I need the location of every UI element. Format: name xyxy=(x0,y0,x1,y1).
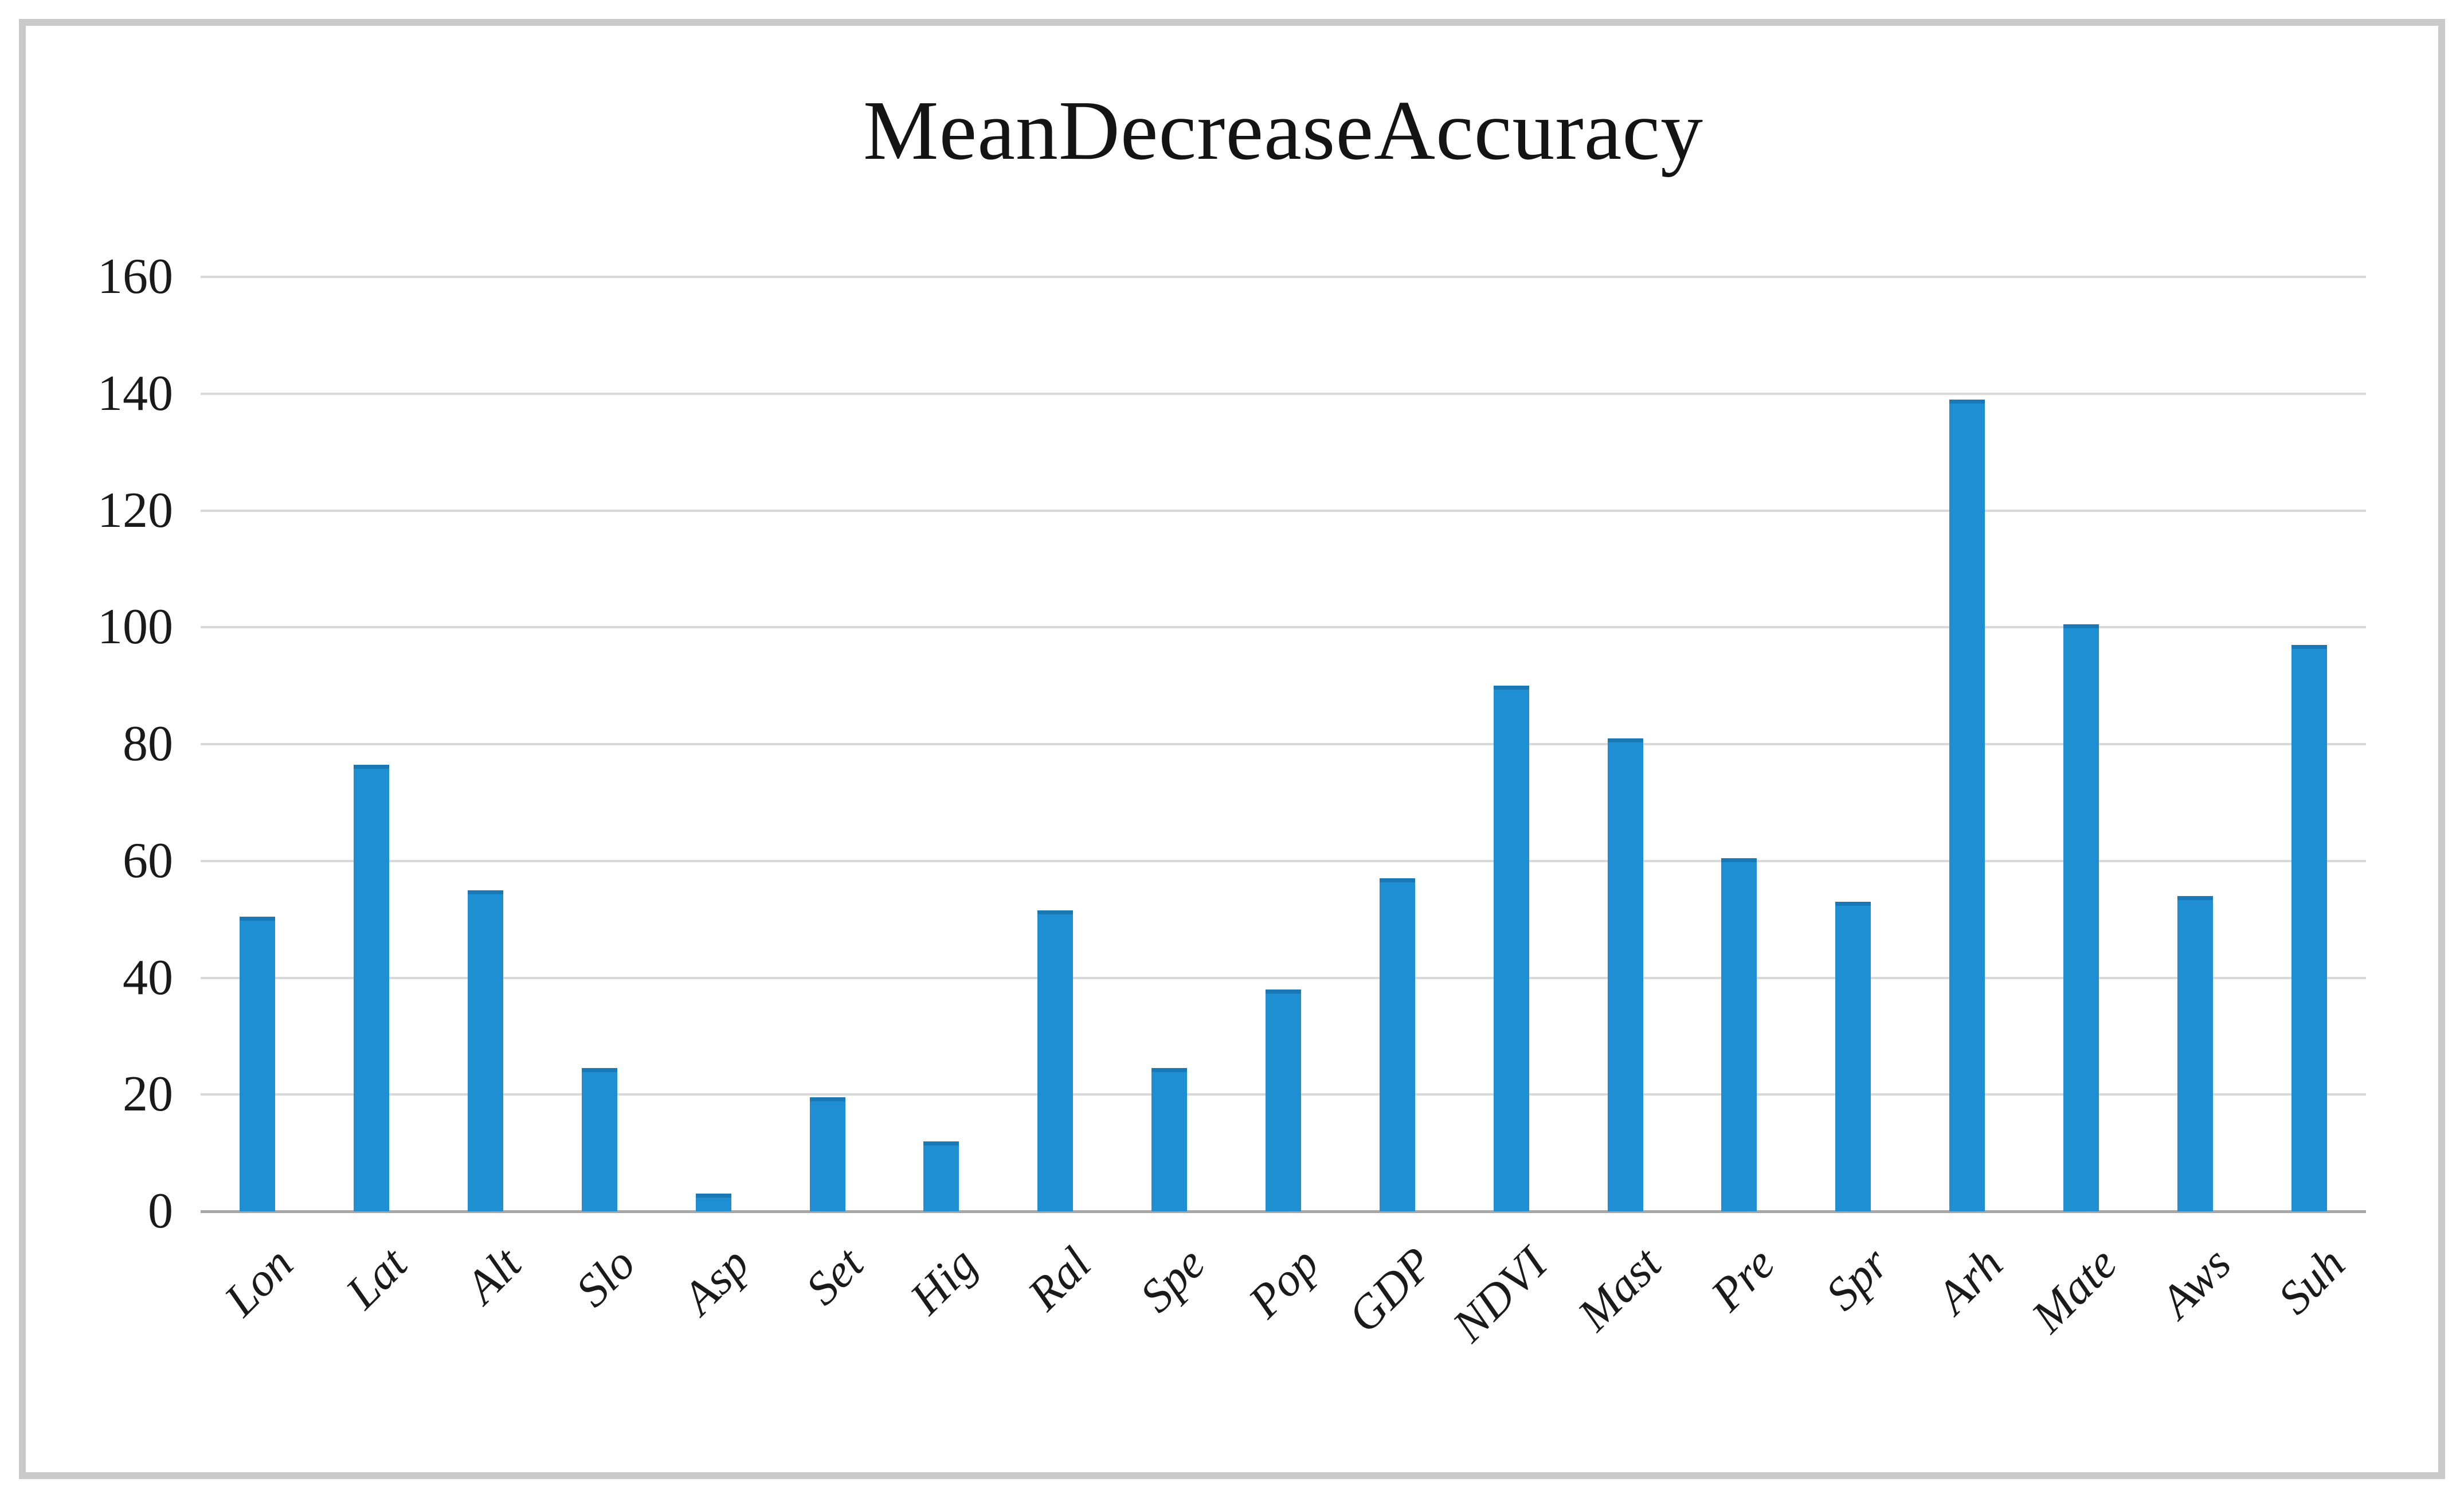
gridline xyxy=(201,743,2366,745)
bar-Ral xyxy=(1037,910,1074,1211)
x-axis-line xyxy=(201,1210,2366,1213)
bar-GDP xyxy=(1379,878,1415,1211)
bar-Lat xyxy=(354,764,390,1211)
bar-Asp xyxy=(695,1194,731,1211)
figure-border-frame xyxy=(19,19,2445,1479)
bar-Set xyxy=(809,1097,845,1211)
y-tick-label: 160 xyxy=(97,249,173,304)
gridline xyxy=(201,392,2366,395)
y-tick-label: 20 xyxy=(123,1066,173,1122)
bar-Arh xyxy=(1949,399,1985,1211)
gridline xyxy=(201,859,2366,862)
bar-Spr xyxy=(1835,902,1871,1211)
bar-Pop xyxy=(1266,989,1301,1211)
y-tick-label: 100 xyxy=(97,599,173,655)
bar-Mast xyxy=(1607,738,1643,1211)
chart-title: MeanDecreaseAccuracy xyxy=(863,84,1704,178)
bar-Alt xyxy=(468,890,504,1211)
y-tick-label: 60 xyxy=(123,832,173,889)
plot-area xyxy=(201,276,2366,1213)
y-tick-label: 80 xyxy=(123,716,173,772)
gridline xyxy=(201,626,2366,629)
bar-Pre xyxy=(1721,858,1757,1211)
bar-Hig xyxy=(923,1141,959,1211)
bar-Slo xyxy=(581,1068,617,1211)
bar-Spe xyxy=(1151,1068,1188,1211)
gridline xyxy=(201,276,2366,278)
bar-NDVI xyxy=(1493,686,1529,1211)
bar-Aws xyxy=(2177,895,2213,1211)
y-tick-label: 40 xyxy=(123,949,173,1006)
y-tick-label: 0 xyxy=(148,1183,173,1239)
y-tick-label: 120 xyxy=(97,482,173,538)
y-tick-label: 140 xyxy=(97,365,173,421)
bar-Suh xyxy=(2291,644,2327,1211)
bar-Lon xyxy=(240,916,276,1211)
gridline xyxy=(201,976,2366,979)
bar-Mate xyxy=(2063,624,2099,1211)
gridline xyxy=(201,509,2366,512)
